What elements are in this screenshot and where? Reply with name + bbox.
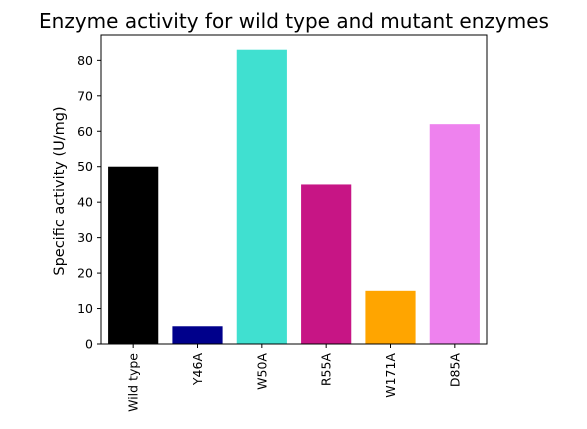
bar-2 — [236, 49, 287, 345]
y-axis-label: Specific activity (U/mg) — [52, 106, 68, 275]
x-tick-label-4: W171A — [383, 353, 398, 398]
y-tick-label-1: 10 — [77, 301, 93, 316]
bar-4 — [365, 290, 416, 344]
axes-frame — [100, 34, 488, 345]
x-tick-label-2: W50A — [254, 353, 269, 390]
y-tick-label-5: 50 — [77, 159, 93, 174]
x-tick-label-1: Y46A — [190, 353, 205, 387]
x-tick-label-0: Wild type — [126, 353, 141, 412]
y-tick-label-2: 20 — [77, 266, 93, 281]
plot-area: 0 10 20 30 40 50 60 70 80 Wild type Y46A W50A R55A W1… — [77, 34, 488, 412]
bar-3 — [301, 184, 352, 344]
bar-1 — [172, 326, 223, 344]
bar-5 — [429, 124, 480, 344]
y-tick-label-8: 80 — [77, 53, 93, 68]
y-tick-label-6: 60 — [77, 124, 93, 139]
y-tick-label-0: 0 — [85, 337, 93, 352]
y-tick-label-7: 70 — [77, 88, 93, 103]
bar-0 — [108, 166, 159, 344]
y-tick-label-3: 30 — [77, 230, 93, 245]
x-tick-label-5: D85A — [447, 353, 462, 388]
y-tick-label-4: 40 — [77, 195, 93, 210]
chart-title: Enzyme activity for wild type and mutant… — [39, 9, 549, 33]
x-tick-label-3: R55A — [319, 353, 334, 387]
